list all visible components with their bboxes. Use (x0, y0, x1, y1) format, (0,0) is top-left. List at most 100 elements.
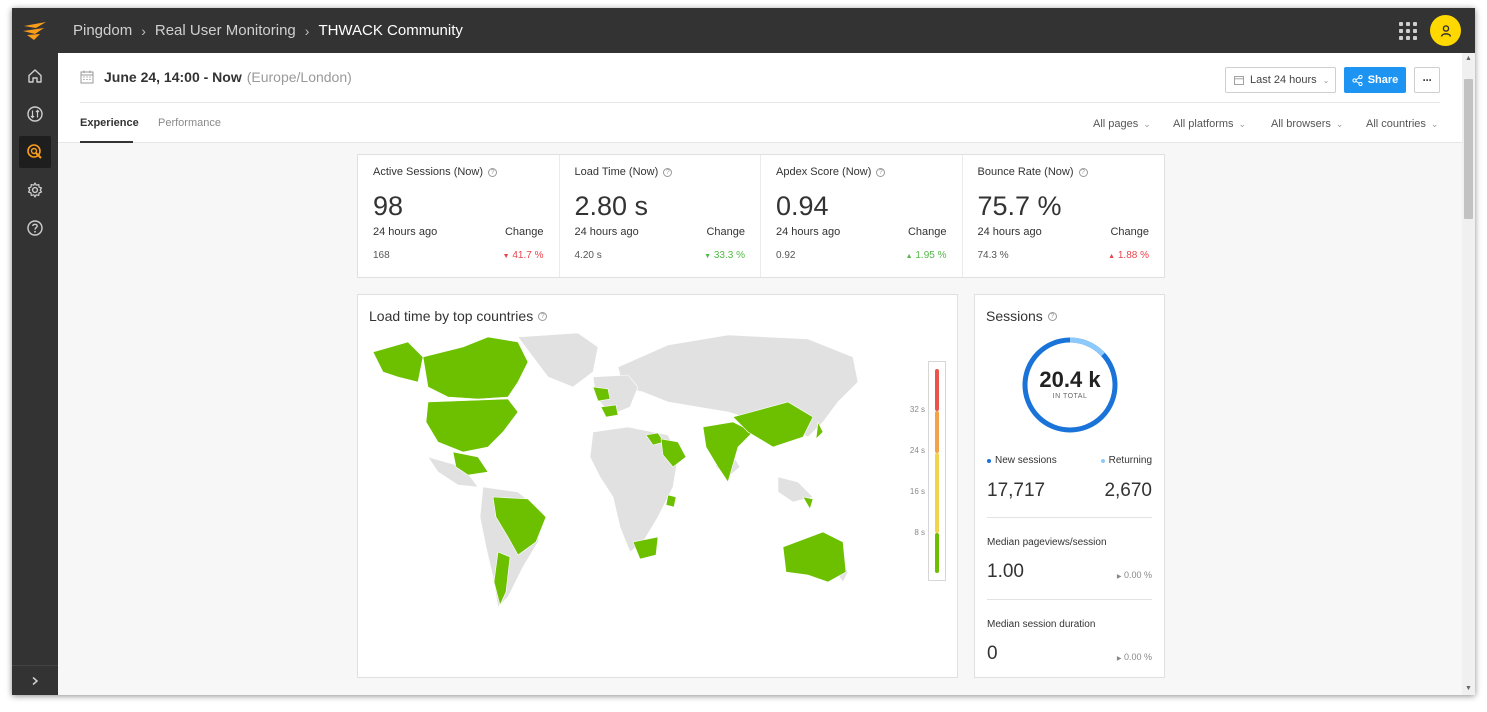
metric-previous-value: 0.92 (776, 250, 796, 261)
chevron-down-icon: ⌄ (1143, 119, 1151, 129)
scale-tick: 16 s (909, 487, 925, 496)
metric-ago-label: 24 hours ago (373, 226, 438, 238)
active-tab-indicator (80, 141, 133, 143)
sidebar-item-home[interactable] (19, 60, 51, 92)
filter-browsers[interactable]: All browsers ⌄ (1271, 118, 1343, 130)
metric-change-label: Change (504, 226, 544, 238)
scale-segment-yellow (935, 453, 939, 533)
filter-countries[interactable]: All countries ⌄ (1366, 118, 1438, 130)
scale-segment-green (935, 533, 939, 573)
help-icon[interactable]: ? (876, 167, 886, 177)
panel-title: Load time by top countries? (369, 308, 548, 324)
breadcrumb-separator-icon: › (141, 22, 146, 39)
metric-title: Apdex Score (Now)? (776, 166, 886, 178)
sidebar-expand-button[interactable] (12, 665, 58, 695)
tab-performance[interactable]: Performance (158, 117, 221, 129)
metric-title: Active Sessions (Now)? (373, 166, 498, 178)
metric-value: 98 (373, 191, 404, 221)
metric-ago-label: 24 hours ago (574, 226, 639, 238)
metric-card-active-sessions[interactable]: Active Sessions (Now)? 98 24 hours ago C… (358, 155, 560, 277)
sessions-panel: Sessions? 20.4 k IN TOTAL New sessions R… (974, 294, 1165, 678)
help-icon[interactable]: ? (488, 167, 498, 177)
help-icon[interactable]: ? (538, 311, 548, 321)
arrow-right-icon: ▶ (1116, 656, 1122, 662)
top-bar: Pingdom › Real User Monitoring › THWACK … (12, 8, 1475, 53)
help-icon[interactable]: ? (663, 167, 673, 177)
share-label: Share (1367, 74, 1399, 86)
vertical-scrollbar[interactable]: ▲ ▼ (1462, 53, 1475, 695)
sidebar-item-synthetics[interactable] (19, 98, 51, 130)
more-options-button[interactable]: ··· (1414, 67, 1440, 93)
scale-segment-orange (935, 411, 939, 453)
avatar[interactable] (1430, 15, 1461, 46)
scroll-down-icon[interactable]: ▼ (1465, 685, 1472, 692)
legend-new-label: New sessions (995, 455, 1057, 466)
solarwinds-logo-icon[interactable] (12, 8, 58, 53)
world-map[interactable] (368, 327, 908, 627)
breadcrumb-item-pingdom[interactable]: Pingdom (73, 22, 133, 39)
metric-card-apdex[interactable]: Apdex Score (Now)? 0.94 24 hours ago Cha… (761, 155, 963, 277)
median-pageviews-label: Median pageviews/session (987, 537, 1107, 548)
median-duration-change-text: 0.00 % (1123, 652, 1152, 662)
filter-browsers-label: All browsers (1271, 118, 1331, 130)
median-duration-value: 0 (987, 643, 998, 664)
metric-change-label: Change (706, 226, 745, 238)
help-icon[interactable]: ? (1047, 311, 1057, 321)
sessions-total-label: IN TOTAL (1052, 393, 1088, 400)
page-header: June 24, 14:00 - Now (Europe/London) Las… (58, 53, 1462, 143)
filter-platforms-label: All platforms (1173, 118, 1234, 130)
date-range-text: June 24, 14:00 - Now (104, 69, 242, 85)
tab-experience[interactable]: Experience (80, 117, 139, 129)
metric-change-label: Change (907, 226, 947, 238)
scale-tick: 8 s (914, 528, 925, 537)
sessions-donut-chart[interactable] (1020, 335, 1120, 435)
median-duration-change: ▶ 0.00 % (1117, 652, 1152, 662)
date-range-display[interactable]: June 24, 14:00 - Now (Europe/London) (80, 69, 352, 85)
arrow-up-icon: ▲ (1108, 253, 1116, 260)
metric-card-bounce-rate[interactable]: Bounce Rate (Now)? 75.7 % 24 hours ago C… (963, 155, 1165, 277)
header-divider (80, 102, 1440, 103)
metric-change-text: 41.7 % (512, 250, 544, 261)
gear-icon (27, 182, 43, 198)
metric-previous-value: 74.3 % (977, 250, 1009, 261)
sidebar-item-settings[interactable] (19, 174, 51, 206)
metric-change-label: Change (1110, 226, 1149, 238)
divider (987, 517, 1152, 518)
scrollbar-thumb[interactable] (1464, 79, 1473, 219)
load-time-scale (928, 361, 946, 581)
sidebar-item-rum[interactable] (19, 136, 51, 168)
scale-segment-red (935, 369, 939, 411)
metric-change-value: ▲ 1.88 % (1108, 250, 1149, 261)
app-grid-icon[interactable] (1399, 22, 1417, 40)
filter-pages-label: All pages (1093, 118, 1139, 130)
new-sessions-value: 17,717 (987, 480, 1046, 501)
chevron-down-icon: ⌄ (1322, 75, 1330, 85)
breadcrumb-item-rum[interactable]: Real User Monitoring (154, 22, 296, 39)
median-duration-label: Median session duration (987, 619, 1096, 630)
sessions-total: 20.4 k (1039, 367, 1101, 392)
scroll-up-icon[interactable]: ▲ (1465, 55, 1472, 62)
metric-change-text: 1.88 % (1117, 250, 1149, 261)
time-range-dropdown[interactable]: Last 24 hours ⌄ (1225, 67, 1336, 93)
share-button[interactable]: Share (1344, 67, 1406, 93)
main-content: June 24, 14:00 - Now (Europe/London) Las… (58, 53, 1462, 695)
metric-change-value: ▼ 33.3 % (704, 250, 745, 261)
app-window: Pingdom › Real User Monitoring › THWACK … (12, 8, 1475, 695)
metric-value: 0.94 (776, 191, 829, 221)
arrow-right-icon: ▶ (1116, 574, 1122, 580)
filter-platforms[interactable]: All platforms ⌄ (1173, 118, 1246, 130)
sidebar-item-help[interactable] (19, 212, 51, 244)
calendar-icon (80, 70, 94, 84)
metric-card-load-time[interactable]: Load Time (Now)? 2.80 s 24 hours ago Cha… (560, 155, 761, 277)
metric-title: Load Time (Now)? (575, 166, 673, 178)
transfer-icon (27, 106, 43, 122)
returning-sessions-value: 2,670 (1104, 480, 1152, 501)
scale-tick: 24 s (909, 446, 925, 455)
legend-returning-label: Returning (1108, 455, 1152, 466)
load-time-map-panel: Load time by top countries? (357, 294, 958, 678)
metric-change-value: ▼ 41.7 % (503, 250, 544, 261)
filter-pages[interactable]: All pages ⌄ (1093, 118, 1151, 130)
scale-tick: 32 s (909, 405, 925, 414)
help-icon[interactable]: ? (1078, 167, 1088, 177)
arrow-down-icon: ▼ (704, 253, 712, 260)
